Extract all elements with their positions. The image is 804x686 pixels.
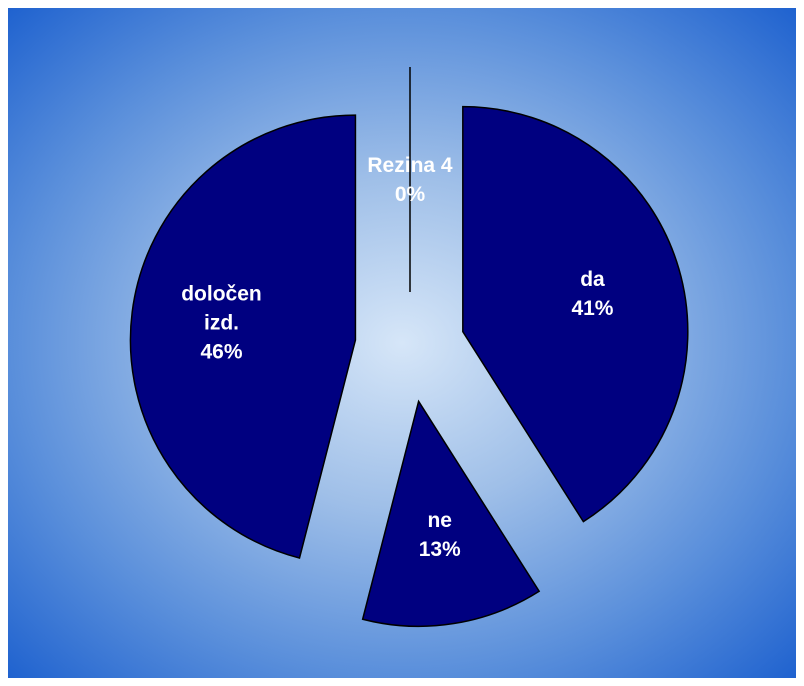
pie-slice (129, 114, 357, 559)
slice-name: Rezina 4 (367, 153, 453, 177)
slice-name: da (580, 267, 605, 291)
slice-value: 46% (200, 340, 243, 364)
slice-label: ne 13% (380, 506, 500, 564)
pie-slice (361, 399, 541, 628)
slice-label: določen izd. 46% (161, 280, 281, 367)
slice-name: ne (427, 508, 452, 532)
slice-value: 13% (418, 537, 461, 561)
slice-value: 0% (394, 182, 426, 206)
slice-value: 41% (571, 296, 614, 320)
slice-label: Rezina 4 0% (350, 151, 470, 209)
pie-slice (462, 105, 689, 523)
slice-name: določen izd. (181, 282, 262, 335)
slice-label: da 41% (532, 265, 652, 323)
